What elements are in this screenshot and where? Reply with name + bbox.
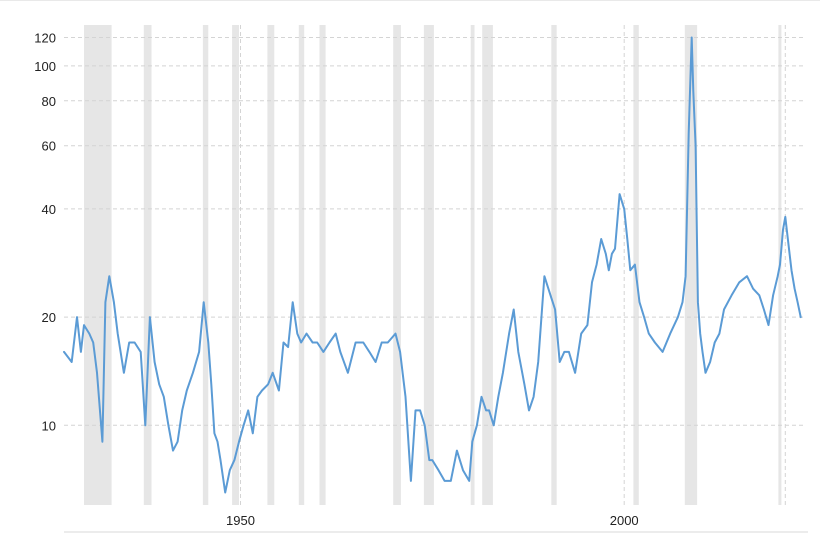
- recession-band-2: [202, 25, 209, 505]
- x-tick-label-2000: 2000: [610, 513, 639, 528]
- y-tick-label-120: 120: [34, 31, 56, 46]
- y-tick-label-10: 10: [42, 418, 56, 433]
- recession-band-0: [84, 25, 112, 505]
- recession-bands: [84, 25, 782, 505]
- tick-labels: 10 20 40 60 80 100 120 1950 2000: [34, 31, 638, 529]
- top-border: [0, 0, 820, 4]
- recession-band-1: [143, 25, 152, 505]
- recession-band-3: [232, 25, 239, 505]
- recession-band-12: [633, 25, 639, 505]
- y-tick-label-100: 100: [34, 59, 56, 74]
- recession-band-6: [319, 25, 326, 505]
- recession-band-4: [267, 25, 275, 505]
- series-layer: [63, 36, 802, 494]
- recession-band-9: [470, 25, 475, 505]
- y-tick-label-80: 80: [42, 94, 56, 109]
- series-line-0: [63, 36, 802, 494]
- y-tick-label-60: 60: [42, 139, 56, 154]
- recession-band-5: [298, 25, 305, 505]
- recession-band-10: [482, 25, 493, 505]
- recession-band-11: [551, 25, 557, 505]
- recession-band-7: [393, 25, 401, 505]
- recession-band-8: [423, 25, 434, 505]
- y-tick-label-40: 40: [42, 202, 56, 217]
- y-tick-label-20: 20: [42, 310, 56, 325]
- gridlines: [64, 25, 803, 505]
- x-tick-label-1950: 1950: [226, 513, 255, 528]
